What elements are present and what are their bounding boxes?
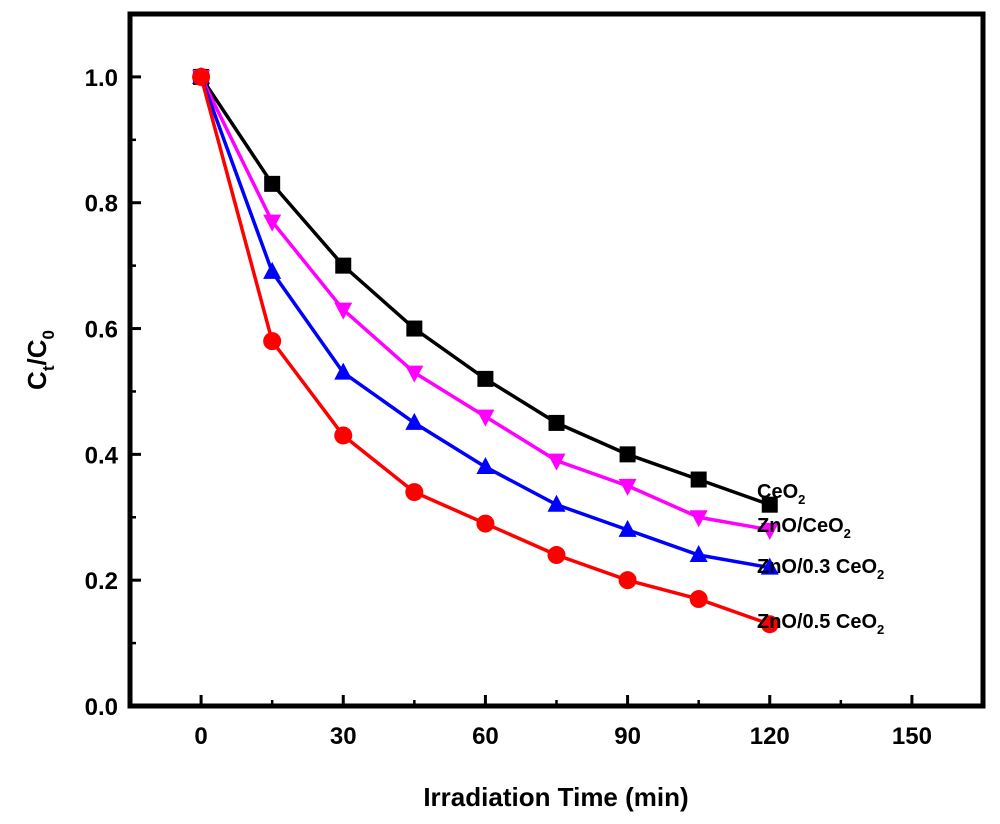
series-3: [192, 66, 779, 575]
series-2: [192, 69, 779, 540]
data-point: [334, 362, 353, 380]
data-point: [476, 456, 495, 474]
data-point: [689, 590, 708, 609]
data-point: [548, 414, 565, 431]
data-point: [689, 545, 708, 563]
data-point: [547, 453, 566, 471]
series-4: [192, 67, 779, 634]
data-point: [477, 370, 494, 387]
series-label: ZnO/CeO2: [757, 515, 851, 541]
series-label: CeO2: [757, 481, 805, 507]
data-point: [760, 557, 779, 575]
data-point: [192, 67, 211, 86]
data-point: [618, 571, 637, 590]
series-labels: CeO2 ZnO/CeO2 ZnO/0.3 CeO2 ZnO/0.5 CeO2: [757, 481, 884, 637]
data-point: [618, 478, 637, 496]
series-label: ZnO/0.3 CeO2: [757, 556, 884, 582]
x-tick-label: 30: [330, 723, 357, 750]
data-point: [618, 519, 637, 537]
y-tick-label: 0.6: [85, 317, 118, 344]
data-point: [547, 546, 566, 565]
series-1: [193, 68, 778, 513]
x-tick-label: 60: [472, 723, 499, 750]
data-point: [263, 261, 282, 279]
plot-frame: [127, 11, 986, 709]
x-tick-label: 90: [614, 723, 641, 750]
y-tick-label: 1.0: [85, 65, 118, 92]
y-axis-title: Ct/C0: [22, 330, 58, 390]
data-point: [405, 365, 424, 383]
series-layer: [192, 66, 779, 634]
series-line: [199, 76, 771, 626]
data-point: [263, 332, 282, 351]
data-point: [335, 257, 352, 274]
data-point: [406, 320, 423, 337]
x-tick-label: 0: [194, 723, 207, 750]
data-point: [760, 522, 779, 540]
data-point: [690, 471, 707, 488]
axis-ticks: 0 30 60 90 120 150 0.0 0.2 0.4 0.6 0.8 1.0: [85, 65, 932, 750]
data-point: [760, 615, 779, 634]
data-point: [547, 494, 566, 512]
data-point: [263, 214, 282, 232]
series-label: ZnO/0.5 CeO2: [757, 611, 884, 637]
data-point: [689, 510, 708, 528]
y-tick-label: 0.0: [85, 694, 118, 721]
data-point: [264, 175, 281, 192]
y-tick-label: 0.8: [85, 191, 118, 218]
x-tick-label: 150: [892, 723, 932, 750]
data-point: [761, 496, 778, 513]
x-axis-title: Irradiation Time (min): [423, 782, 688, 812]
data-point: [334, 302, 353, 320]
data-point: [405, 483, 424, 502]
x-tick-label: 120: [750, 723, 790, 750]
y-tick-label: 0.4: [85, 442, 119, 469]
data-point: [334, 426, 353, 445]
data-point: [476, 409, 495, 427]
data-point: [476, 514, 495, 533]
series-line: [199, 76, 771, 570]
data-point: [405, 412, 424, 430]
y-tick-label: 0.2: [85, 568, 118, 595]
data-point: [619, 446, 636, 463]
